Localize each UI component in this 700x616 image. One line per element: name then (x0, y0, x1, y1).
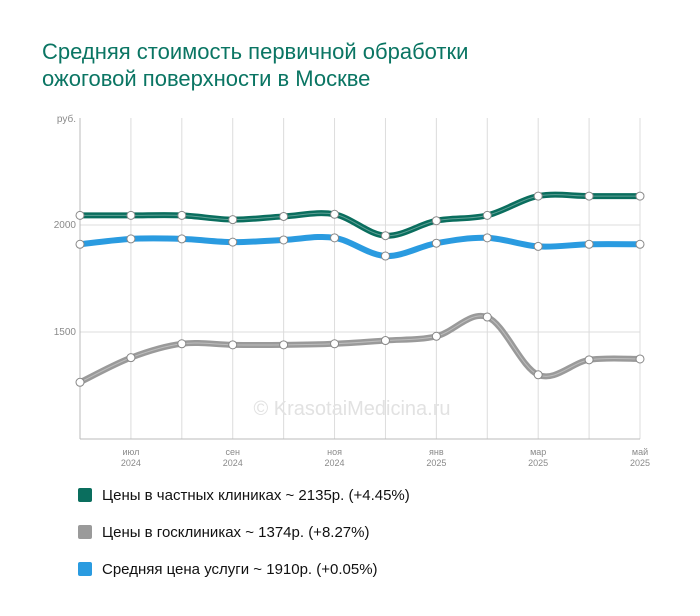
x-tick-year: 2024 (121, 458, 141, 468)
x-tick-month: ноя (327, 447, 342, 457)
data-point-private (330, 209, 340, 219)
y-axis-label: руб. (57, 113, 76, 125)
data-point-private (126, 210, 136, 220)
legend-item-public[interactable]: Цены в госклиниках ~ 1374р. (+8.27%) (78, 523, 410, 541)
data-point-public (126, 353, 136, 363)
data-point-public (330, 339, 340, 349)
x-tick-month: мар (530, 447, 546, 457)
data-point-public (75, 377, 85, 387)
data-point-average (380, 251, 390, 261)
legend-swatch-public (78, 525, 92, 539)
legend-swatch-average (78, 562, 92, 576)
data-point-private (279, 211, 289, 221)
x-tick-month: сен (225, 447, 240, 457)
legend-label-private: Цены в частных клиниках ~ 2135р. (+4.45%… (102, 486, 410, 504)
data-point-public (635, 354, 645, 364)
series-average (75, 233, 645, 261)
data-point-average (228, 237, 238, 247)
data-point-private (533, 191, 543, 201)
x-tick-month: июл (122, 447, 139, 457)
x-tick-year: 2025 (426, 458, 446, 468)
chart-grid (79, 118, 641, 439)
x-tick-month: янв (429, 447, 444, 457)
x-tick-year: 2025 (630, 458, 650, 468)
data-point-private (228, 215, 238, 225)
x-tick-year: 2024 (325, 458, 345, 468)
watermark: © KrasotaiMedicina.ru (253, 398, 450, 420)
data-point-average (431, 238, 441, 248)
data-point-average (330, 233, 340, 243)
x-axis-ticks: июл2024сен2024ноя2024янв2025мар2025май20… (121, 447, 650, 468)
series-private (75, 191, 645, 241)
legend-item-private[interactable]: Цены в частных клиниках ~ 2135р. (+4.45%… (78, 486, 410, 504)
data-point-private (177, 210, 187, 220)
series-line-public (77, 312, 643, 386)
chart-title-line2: ожоговой поверхности в Москве (42, 66, 371, 91)
data-point-average (482, 233, 492, 243)
chart-axes: руб. 1500 2000 (54, 113, 640, 440)
data-point-private (75, 210, 85, 220)
series-line-average (77, 233, 643, 260)
data-point-private (635, 191, 645, 201)
data-point-average (584, 239, 594, 249)
x-tick-year: 2025 (528, 458, 548, 468)
data-point-average (177, 234, 187, 244)
data-point-average (75, 239, 85, 249)
legend-item-average[interactable]: Средняя цена услуги ~ 1910р. (+0.05%) (78, 560, 410, 578)
x-tick-year: 2024 (223, 458, 243, 468)
series-public (75, 312, 645, 387)
data-point-public (482, 312, 492, 322)
data-point-average (126, 234, 136, 244)
data-point-average (279, 235, 289, 245)
y-tick-label: 2000 (54, 220, 77, 231)
data-point-private (482, 210, 492, 220)
data-point-public (380, 336, 390, 346)
y-tick-label: 1500 (54, 327, 77, 338)
chart-legend: Цены в частных клиниках ~ 2135р. (+4.45%… (78, 486, 410, 597)
data-point-public (533, 370, 543, 380)
data-point-average (533, 241, 543, 251)
legend-swatch-private (78, 488, 92, 502)
chart-title: Средняя стоимость первичной обработки ож… (42, 38, 662, 92)
data-point-public (177, 339, 187, 349)
data-point-private (584, 191, 594, 201)
legend-label-average: Средняя цена услуги ~ 1910р. (+0.05%) (102, 560, 378, 578)
x-tick-month: май (632, 447, 648, 457)
data-point-private (431, 216, 441, 226)
data-point-public (228, 340, 238, 350)
chart-series (75, 191, 645, 387)
series-line-highlight (80, 194, 640, 237)
legend-label-public: Цены в госклиниках ~ 1374р. (+8.27%) (102, 523, 370, 541)
data-point-public (279, 340, 289, 350)
data-point-average (635, 239, 645, 249)
data-point-public (431, 331, 441, 341)
chart-title-line1: Средняя стоимость первичной обработки (42, 39, 469, 64)
data-point-public (584, 355, 594, 365)
data-point-private (380, 231, 390, 241)
